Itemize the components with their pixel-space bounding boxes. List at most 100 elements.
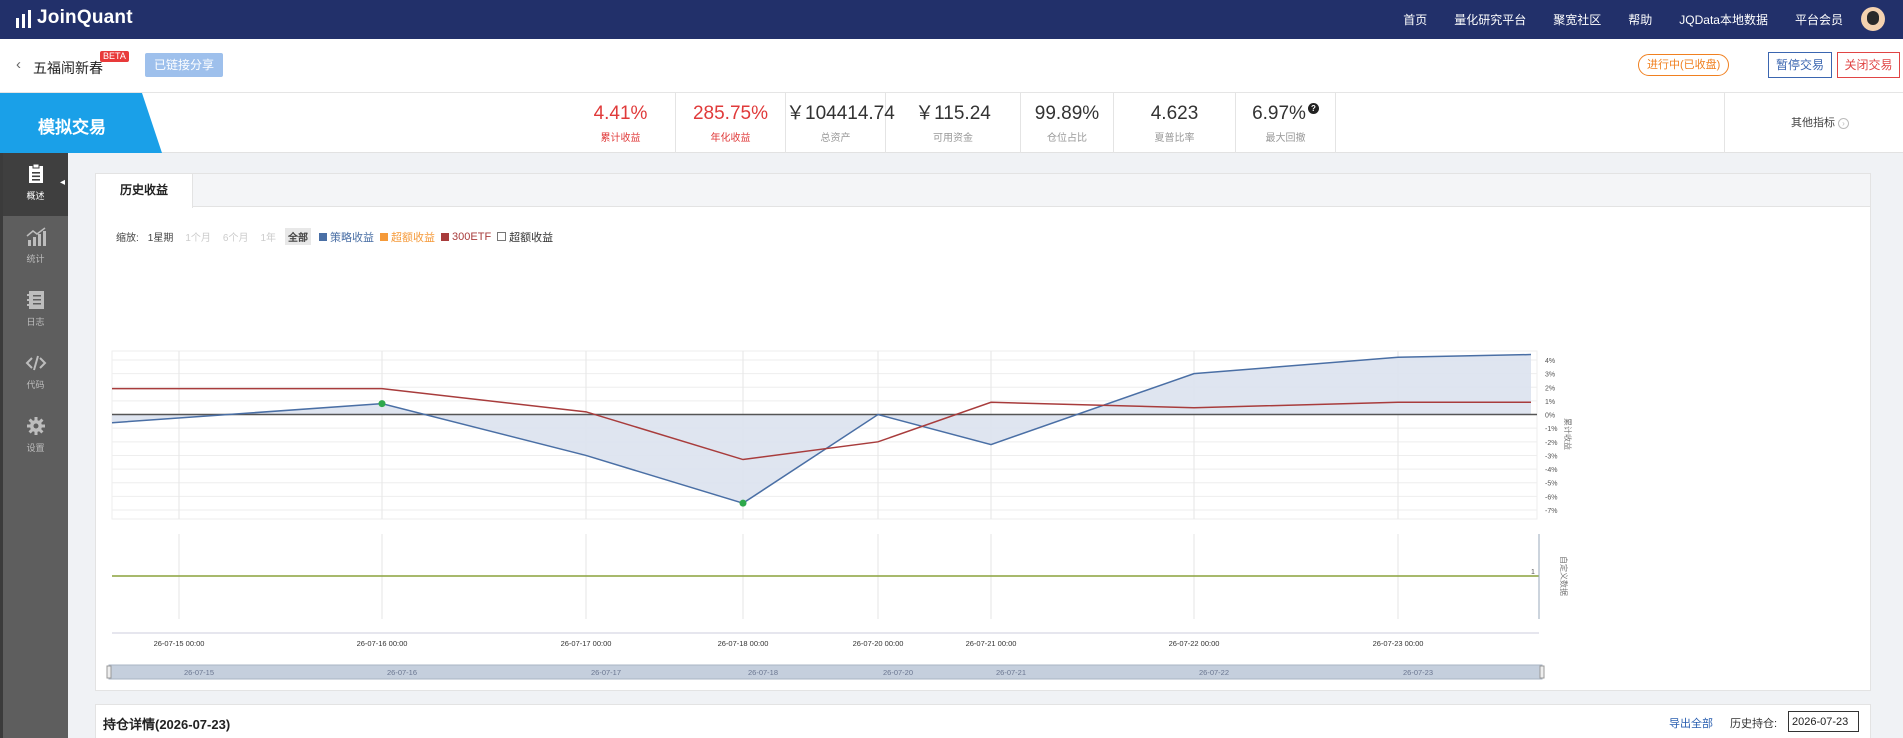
y-tick-label: -3% (1545, 453, 1557, 460)
collapse-arrow-icon[interactable]: ◂ (59, 177, 65, 188)
y-tick-label: 3% (1545, 372, 1555, 379)
navigator-label: 26-07-23 (1403, 668, 1433, 677)
pause-trading-button[interactable]: 暂停交易 (1768, 52, 1832, 78)
legend-swatch (441, 232, 450, 241)
series-line-300etf (112, 387, 1531, 461)
legend-label: 超额收益 (391, 231, 436, 244)
holdings-panel: 持仓详情(2026-07-23) 导出全部 历史持仓: (95, 704, 1871, 738)
left-sidebar: 概述 ◂ 统计 日志 代码 设置 (0, 153, 68, 738)
sidebar-item-overview[interactable]: 概述 ◂ (3, 153, 68, 216)
nav-community[interactable]: 聚宽社区 (1553, 13, 1602, 27)
metrics-bar: 模拟交易 4.41% 累计收益 285.75% 年化收益 ￥104414.74 … (0, 93, 1903, 153)
nav-jqdata[interactable]: JQData本地数据 (1679, 13, 1768, 27)
back-icon[interactable]: ‹ (16, 56, 21, 73)
sidebar-label: 设置 (26, 443, 45, 453)
metric-annual-return: 285.75% 年化收益 (676, 93, 786, 153)
nav-membership[interactable]: 平台会员 (1794, 13, 1843, 27)
strategy-name: 五福闹新春 (33, 60, 103, 76)
mode-tab-label: 模拟交易 (38, 118, 106, 137)
navigator-label: 26-07-20 (883, 668, 913, 677)
sub-axis-value: 1 (1531, 569, 1535, 576)
metric-label: 仓位占比 (1047, 133, 1087, 144)
metric-label: 夏普比率 (1154, 133, 1195, 144)
logo-text: JoinQuant (37, 7, 133, 28)
legend-300etf[interactable]: 300ETF (441, 231, 491, 243)
avatar[interactable] (1861, 7, 1885, 31)
metric-value: 4.623 (1150, 103, 1199, 124)
nav-help[interactable]: 帮助 (1628, 13, 1653, 27)
y-tick-label: -4% (1545, 467, 1557, 474)
navigator-bar (108, 664, 1543, 680)
help-icon[interactable]: ? (1307, 103, 1319, 114)
y-tick-label: 2% (1545, 385, 1555, 392)
other-metrics-label: 其他指标 (1791, 117, 1835, 129)
legend-swatch (380, 232, 389, 241)
sidebar-item-stats[interactable]: 统计 (3, 216, 68, 279)
sidebar-item-log[interactable]: 日志 (3, 279, 68, 342)
navigator-label: 26-07-22 (1199, 668, 1229, 677)
y-tick-label: 1% (1545, 399, 1555, 406)
tab-history-returns[interactable]: 历史收益 (96, 174, 193, 208)
simulated-trading-tab[interactable]: 模拟交易 (0, 93, 162, 153)
status-badge: 进行中(已收盘) (1638, 54, 1730, 76)
metric-label: 可用资金 (933, 133, 973, 144)
x-tick-label: 26-07-20 00:00 (853, 639, 904, 648)
gear-icon (26, 417, 45, 435)
metric-value: 4.41% (593, 103, 648, 124)
data-point-trough (739, 499, 747, 507)
legend-label: 超额收益 (509, 231, 554, 244)
chart-panel: 历史收益 4% 3% 2% 1% 0% -1% -2% -3% -4% -5% -6% -7% 累计收益… (95, 173, 1871, 691)
share-link-button[interactable]: 已链接分享 (145, 53, 224, 77)
top-nav: 首页 量化研究平台 聚宽社区 帮助 JQData本地数据 平台会员 (1403, 0, 1843, 39)
chart-icon (26, 227, 46, 246)
navigator-label: 26-07-17 (591, 668, 621, 677)
excess-returns-checkbox[interactable]: 超额收益 (497, 229, 553, 245)
sub-y-axis-label: 自定义数据 (1559, 556, 1569, 596)
y-tick-label: -7% (1545, 508, 1557, 515)
chevron-right-icon: › (1838, 117, 1849, 129)
zoom-6months[interactable]: 6个月 (222, 233, 249, 244)
chart-legend: 策略收益 超额收益 300ETF 超额收益 (319, 229, 553, 245)
metric-available-cash: ￥115.24 可用资金 (886, 93, 1021, 153)
navigator-label: 26-07-21 (996, 668, 1026, 677)
metric-value: 99.89% (1034, 103, 1100, 124)
zoom-label: 缩放: (116, 233, 139, 244)
sidebar-label: 统计 (26, 254, 45, 264)
close-trading-button[interactable]: 关闭交易 (1837, 52, 1900, 78)
x-tick-label: 26-07-17 00:00 (561, 639, 612, 648)
y-tick-label: 0% (1545, 413, 1555, 420)
y-tick-label: -5% (1545, 481, 1557, 488)
joinquant-logo[interactable]: JoinQuant (16, 8, 133, 28)
holdings-title: 持仓详情(2026-07-23) (103, 717, 231, 732)
nav-research-platform[interactable]: 量化研究平台 (1454, 13, 1527, 27)
sidebar-item-code[interactable]: 代码 (3, 342, 68, 405)
data-point-peak (378, 400, 386, 408)
metric-position-ratio: 99.89% 仓位占比 (1021, 93, 1114, 153)
navigator-handle-left (106, 665, 112, 679)
history-date-input[interactable] (1788, 711, 1859, 732)
metric-total-assets: ￥104414.74 总资产 (786, 93, 895, 153)
nav-home[interactable]: 首页 (1403, 13, 1428, 27)
code-icon (25, 355, 46, 371)
other-metrics-link[interactable]: 其他指标 › (1724, 93, 1849, 153)
zoom-1week[interactable]: 1星期 (147, 233, 174, 244)
sidebar-label: 日志 (26, 317, 45, 327)
sidebar-item-settings[interactable]: 设置 (3, 405, 68, 468)
export-all-link[interactable]: 导出全部 (1669, 718, 1713, 730)
logo-bars-icon (16, 10, 31, 28)
sidebar-label: 概述 (26, 191, 45, 201)
metric-value: 6.97% (1252, 103, 1306, 124)
legend-strategy-returns[interactable]: 策略收益 (319, 229, 374, 245)
content-tabs: 历史收益 (96, 174, 1870, 208)
zoom-1year[interactable]: 1年 (260, 233, 277, 244)
metric-value: ￥104414.74 (786, 103, 895, 124)
strategy-area (112, 354, 1531, 504)
metric-value: ￥115.24 (915, 103, 991, 124)
x-tick-label: 26-07-15 00:00 (154, 639, 205, 648)
log-icon (26, 291, 44, 309)
sidebar-label: 代码 (26, 380, 45, 390)
legend-excess-returns[interactable]: 超额收益 (380, 229, 435, 245)
zoom-all[interactable]: 全部 (285, 228, 312, 245)
navigator-label: 26-07-18 (748, 668, 778, 677)
zoom-1month[interactable]: 1个月 (185, 233, 211, 244)
